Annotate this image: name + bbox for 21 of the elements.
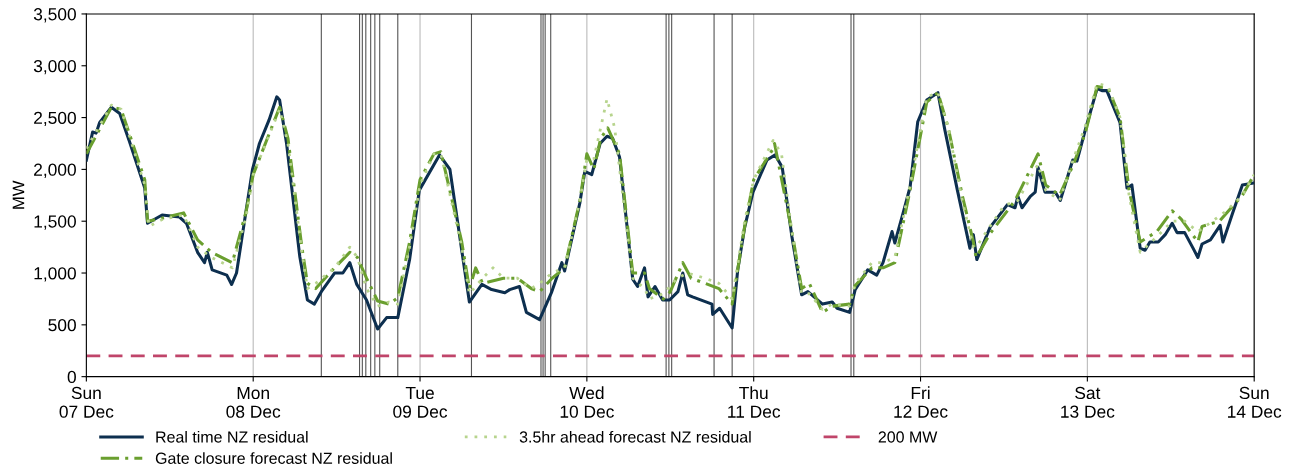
y-tick-label: 500 bbox=[48, 319, 76, 332]
y-tick-label: 3,000 bbox=[33, 59, 76, 75]
x-tick-label: Mon 08 Dec bbox=[226, 387, 281, 418]
legend-label: 200 MW bbox=[878, 431, 938, 443]
legend-label: Real time NZ residual bbox=[156, 430, 308, 443]
legend-label: Gate closure forecast NZ residual bbox=[155, 452, 392, 464]
x-tick-label: Sat 13 Dec bbox=[1061, 386, 1115, 418]
x-tick-label: Sun 14 Dec bbox=[1228, 386, 1282, 418]
x-tick-label: Wed 10 Dec bbox=[560, 386, 614, 418]
x-tick-label: Thu 11 Dec bbox=[728, 386, 781, 418]
y-tick-label: 2,000 bbox=[34, 163, 76, 178]
x-tick-label: Sun 07 Dec bbox=[59, 386, 114, 418]
x-tick-label: Tue 09 Dec bbox=[393, 387, 448, 418]
x-tick-label: Fri 12 Dec bbox=[894, 386, 948, 418]
y-tick-label: 1,500 bbox=[34, 215, 76, 230]
legend-label: 3.5hr ahead forecast NZ residual bbox=[519, 430, 751, 443]
y-tick-label: 3,500 bbox=[33, 8, 76, 23]
y-tick-label: 2,500 bbox=[34, 111, 76, 127]
y-tick-label: 1,000 bbox=[34, 267, 76, 282]
y-tick-label: 0 bbox=[67, 370, 76, 384]
y-axis-title: MW bbox=[12, 180, 25, 209]
